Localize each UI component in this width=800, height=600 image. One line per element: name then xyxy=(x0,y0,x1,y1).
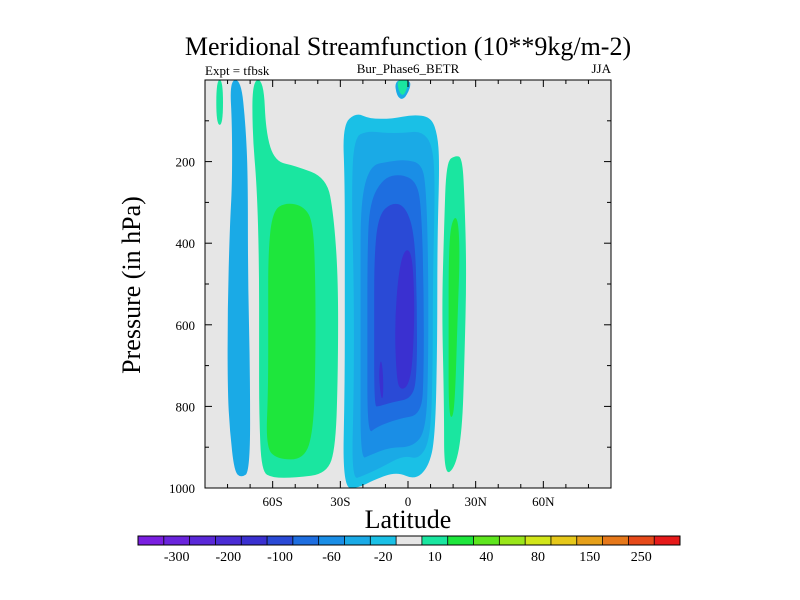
subtitle-center: Bur_Phase6_BETR xyxy=(357,61,460,76)
colorbar-swatch xyxy=(370,536,397,545)
colorbar-swatch xyxy=(628,536,655,545)
colorbar-label: -300 xyxy=(164,550,190,565)
contour-nh-band-core xyxy=(448,217,460,417)
colorbar-swatch xyxy=(396,536,423,545)
y-tick-label: 600 xyxy=(176,318,196,333)
contour-cell-l6 xyxy=(395,250,415,389)
subtitle-right: JJA xyxy=(591,61,611,76)
colorbar-swatch xyxy=(421,536,449,545)
colorbar-label: 10 xyxy=(428,550,442,565)
colorbar-swatch xyxy=(654,536,681,545)
contour-fill-layer xyxy=(216,80,467,489)
colorbar-swatch xyxy=(550,536,578,545)
y-tick-label: 400 xyxy=(176,236,196,251)
contour-cell-l6b xyxy=(379,361,384,399)
colorbar-swatch xyxy=(525,536,552,545)
chart-title: Meridional Streamfunction (10**9kg/m-2) xyxy=(185,32,631,61)
x-axis-label: Latitude xyxy=(365,505,452,534)
colorbar-swatch xyxy=(215,536,242,545)
colorbar-label: -200 xyxy=(215,550,241,565)
colorbar-swatch xyxy=(447,536,474,545)
colorbar-swatch xyxy=(576,536,603,545)
colorbar-swatch xyxy=(189,536,216,545)
y-tick-label: 1000 xyxy=(169,481,195,496)
colorbar-swatch xyxy=(602,536,629,545)
colorbar-swatch xyxy=(318,536,345,545)
contour-sh-band-core xyxy=(266,203,316,460)
colorbar-swatch xyxy=(138,536,165,545)
x-tick-label: 30N xyxy=(464,494,487,509)
y-tick-label: 200 xyxy=(176,155,196,170)
subtitle-left: Expt = tfbsk xyxy=(205,63,270,78)
x-tick-label: 60N xyxy=(532,494,555,509)
contour-sh-band-outer xyxy=(227,80,251,477)
x-tick-label: 60S xyxy=(263,494,283,509)
colorbar-label: 40 xyxy=(479,550,493,565)
colorbar-label: -100 xyxy=(267,550,293,565)
colorbar-label: 250 xyxy=(631,550,652,565)
contour-top-blob-green xyxy=(397,80,408,95)
axes-layer: 60S 30S 0 30N 60N 200 400 600 800 1000 xyxy=(169,80,611,509)
y-axis-label: Pressure (in hPa) xyxy=(117,196,146,374)
x-tick-label: 0 xyxy=(405,494,412,509)
colorbar-label: -20 xyxy=(374,550,393,565)
colorbar-swatch xyxy=(292,536,319,545)
y-tick-label: 800 xyxy=(176,399,196,414)
x-tick-label: 30S xyxy=(330,494,350,509)
colorbar-swatch xyxy=(267,536,294,545)
colorbar-label: -60 xyxy=(322,550,341,565)
contour-sh-band-left-sliver xyxy=(216,80,223,125)
colorbar-swatch xyxy=(499,536,526,545)
colorbar-swatch xyxy=(344,536,371,545)
colorbar: -300 -200 -100 -60 -20 10 40 80 150 250 xyxy=(137,535,681,565)
colorbar-swatch xyxy=(473,536,500,545)
colorbar-label: 150 xyxy=(579,550,600,565)
colorbar-frame xyxy=(137,535,681,546)
colorbar-swatch xyxy=(163,536,190,545)
colorbar-swatch xyxy=(241,536,268,545)
colorbar-label: 80 xyxy=(531,550,545,565)
